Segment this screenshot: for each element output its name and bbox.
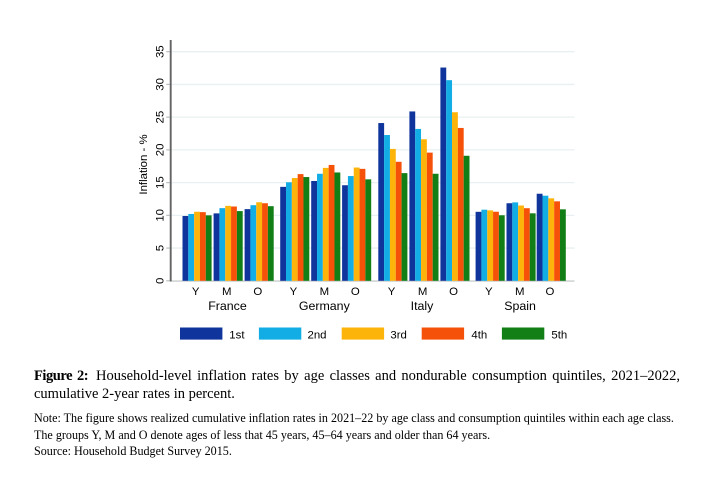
svg-text:Y: Y (192, 286, 200, 298)
svg-text:3rd: 3rd (390, 330, 406, 342)
svg-text:10: 10 (155, 209, 167, 222)
svg-text:O: O (253, 286, 262, 298)
svg-text:France: France (208, 299, 247, 313)
svg-text:Spain: Spain (504, 299, 536, 313)
svg-text:Y: Y (290, 286, 298, 298)
svg-text:M: M (320, 286, 330, 298)
svg-text:35: 35 (155, 45, 167, 58)
svg-text:25: 25 (155, 111, 167, 124)
svg-text:5: 5 (155, 245, 167, 251)
svg-text:Germany: Germany (299, 299, 351, 313)
svg-text:M: M (418, 286, 428, 298)
svg-text:20: 20 (155, 144, 167, 157)
svg-text:5th: 5th (551, 330, 567, 342)
svg-text:1st: 1st (229, 330, 245, 342)
svg-text:O: O (545, 286, 554, 298)
svg-text:O: O (351, 286, 360, 298)
svg-text:Y: Y (388, 286, 396, 298)
svg-text:Y: Y (485, 286, 493, 298)
svg-text:M: M (515, 286, 525, 298)
svg-text:Inflation - %: Inflation - % (138, 134, 150, 194)
svg-text:0: 0 (155, 278, 167, 284)
svg-text:30: 30 (155, 78, 167, 91)
svg-text:15: 15 (155, 176, 167, 189)
svg-text:2nd: 2nd (308, 330, 327, 342)
svg-text:O: O (449, 286, 458, 298)
svg-text:Italy: Italy (411, 299, 435, 313)
svg-text:M: M (222, 286, 232, 298)
svg-text:4th: 4th (471, 330, 487, 342)
